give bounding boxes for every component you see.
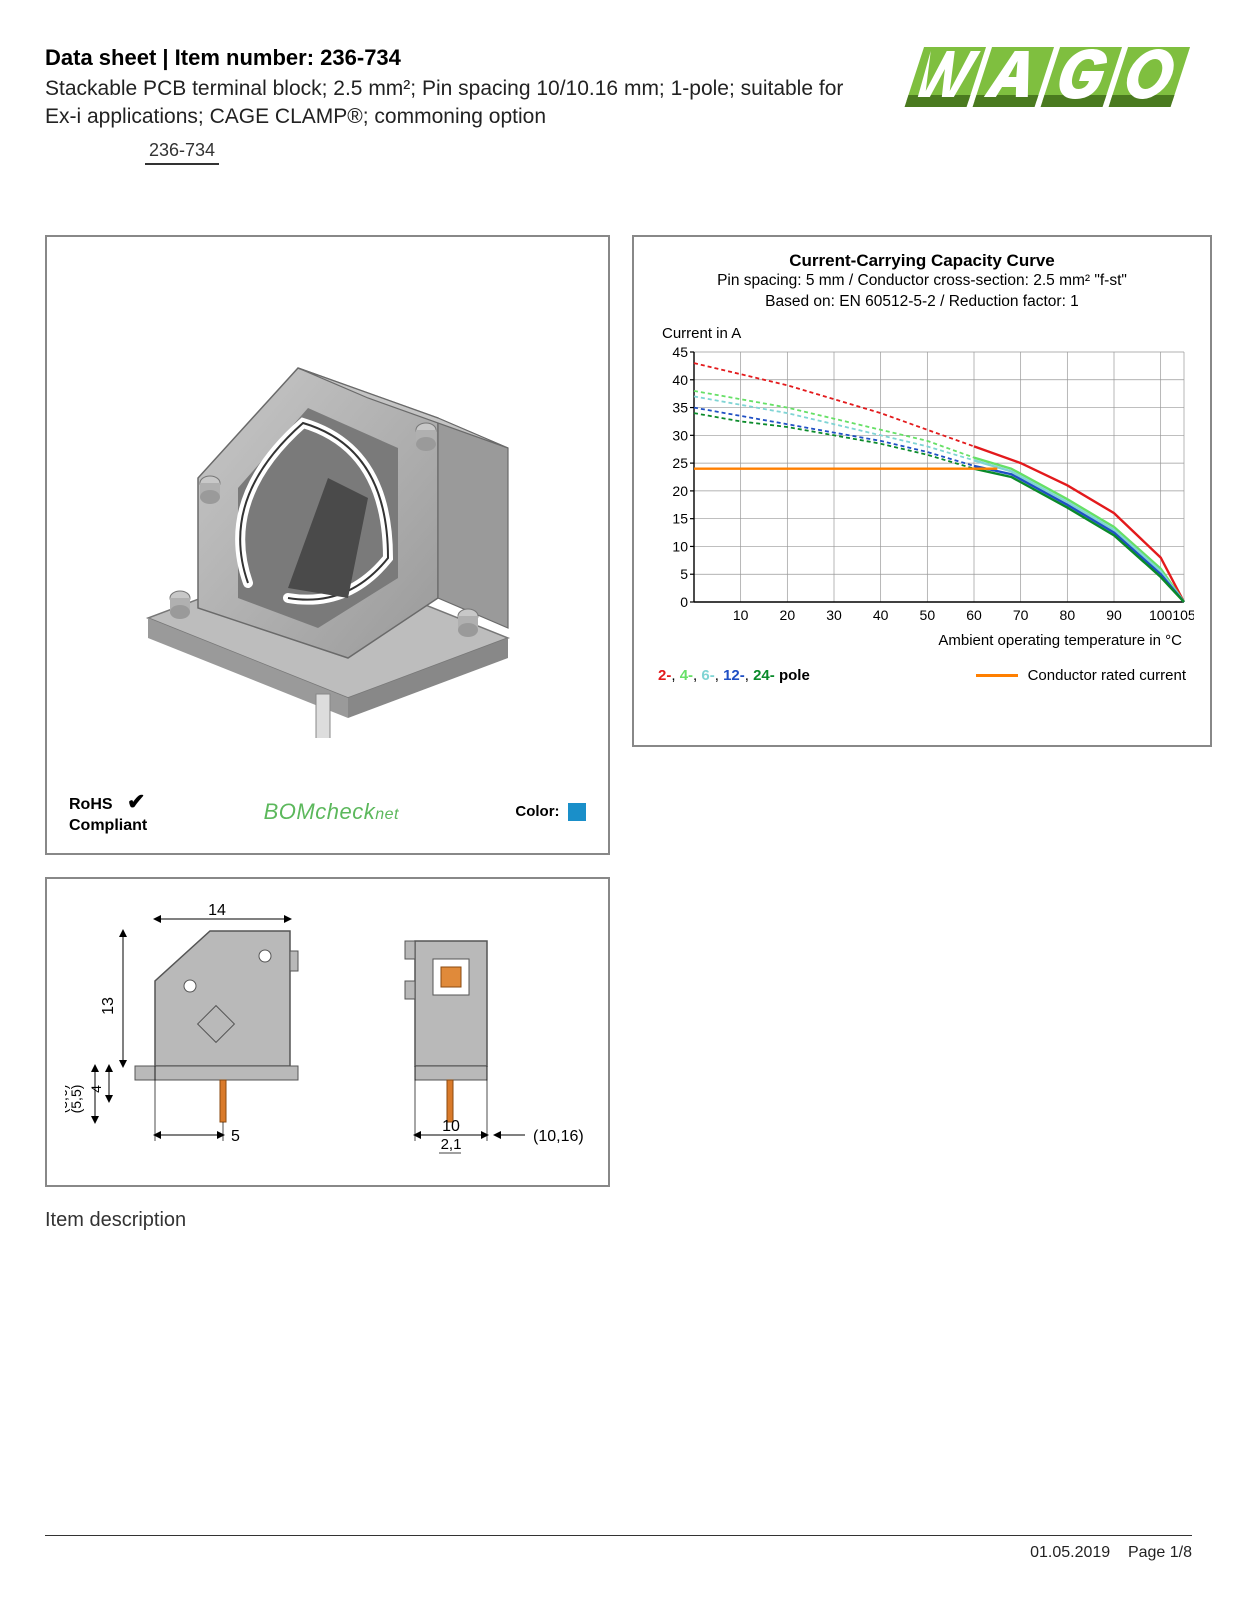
svg-text:10: 10: [672, 538, 688, 554]
product-image: [65, 255, 590, 781]
dim-bottom-offset: 5: [231, 1128, 240, 1145]
chart-legend: 2-, 4-, 6-, 12-, 24- pole Conductor rate…: [654, 667, 1190, 684]
chart-sub1: Pin spacing: 5 mm / Conductor cross-sect…: [654, 271, 1190, 292]
check-icon: ✔: [127, 789, 145, 814]
svg-text:15: 15: [672, 510, 688, 526]
svg-text:70: 70: [1013, 607, 1029, 623]
svg-text:20: 20: [780, 607, 796, 623]
svg-text:45: 45: [672, 346, 688, 360]
svg-text:105: 105: [1172, 607, 1194, 623]
bomcheck-text: BOMcheck: [264, 799, 376, 824]
dimension-diagram: 14 13 (3,6) (5,5) 4 5: [65, 891, 590, 1171]
footer-page: Page 1/8: [1128, 1544, 1192, 1561]
dim-right-w: 10: [442, 1118, 460, 1135]
color-indicator: Color:: [515, 803, 586, 821]
title-item-number: 236-734: [320, 45, 401, 70]
chart-area: Current in A 0 5 10 15 20 25 30 35 40 45 10 20 30 40 5…: [654, 325, 1190, 649]
badges-row: RoHS ✔ Compliant BOMchecknet Color:: [65, 781, 590, 835]
svg-text:100: 100: [1149, 607, 1173, 623]
svg-text:60: 60: [966, 607, 982, 623]
svg-text:35: 35: [672, 399, 688, 415]
svg-text:0: 0: [680, 594, 688, 610]
svg-text:25: 25: [672, 455, 688, 471]
title-sep: |: [156, 45, 174, 70]
dim-h-side: 13: [100, 997, 117, 1015]
color-swatch: [568, 803, 586, 821]
wago-logo: [882, 41, 1192, 116]
chart-ylabel: Current in A: [662, 325, 1190, 342]
page-title: Data sheet | Item number: 236-734: [45, 45, 862, 71]
item-number-box: 236-734: [145, 138, 219, 165]
footer: 01.05.2019 Page 1/8: [45, 1535, 1192, 1562]
dim-v2: (5,5): [68, 1084, 84, 1113]
legend-rated: Conductor rated current: [976, 667, 1186, 684]
capacity-chart: 0 5 10 15 20 25 30 35 40 45 10 20 30 40 50 60 70 80 90 1001…: [654, 346, 1194, 626]
rohs-compliant: Compliant: [69, 817, 147, 834]
dimension-panel: 14 13 (3,6) (5,5) 4 5: [45, 877, 610, 1187]
footer-date: 01.05.2019: [1030, 1544, 1110, 1561]
svg-text:30: 30: [672, 427, 688, 443]
chart-xlabel: Ambient operating temperature in °C: [654, 632, 1190, 649]
dim-right-pin: 2,1: [441, 1136, 462, 1153]
legend-rated-text: Conductor rated current: [1028, 667, 1186, 684]
color-label: Color:: [515, 803, 559, 820]
rohs-badge: RoHS ✔ Compliant: [69, 789, 147, 835]
title-label: Item number:: [175, 45, 314, 70]
item-description-heading: Item description: [45, 1209, 1192, 1232]
svg-text:40: 40: [672, 371, 688, 387]
svg-text:40: 40: [873, 607, 889, 623]
svg-text:10: 10: [733, 607, 749, 623]
product-image-panel: RoHS ✔ Compliant BOMchecknet Color:: [45, 235, 610, 855]
rohs-text: RoHS: [69, 796, 113, 813]
bomcheck-badge: BOMchecknet: [264, 799, 399, 825]
subtitle: Stackable PCB terminal block; 2.5 mm²; P…: [45, 75, 862, 132]
chart-title: Current-Carrying Capacity Curve: [654, 251, 1190, 271]
svg-text:90: 90: [1106, 607, 1122, 623]
svg-text:20: 20: [672, 482, 688, 498]
title-prefix: Data sheet: [45, 45, 156, 70]
legend-line-icon: [976, 674, 1018, 677]
dim-right-pitch: (10,16): [533, 1128, 584, 1145]
dim-v3: 4: [88, 1085, 104, 1093]
svg-text:80: 80: [1060, 607, 1076, 623]
legend-poles: 2-, 4-, 6-, 12-, 24- pole: [658, 667, 810, 684]
svg-text:5: 5: [680, 566, 688, 582]
svg-text:30: 30: [826, 607, 842, 623]
chart-sub2: Based on: EN 60512-5-2 / Reduction facto…: [654, 292, 1190, 313]
bomcheck-net: net: [375, 806, 399, 823]
header: Data sheet | Item number: 236-734 Stacka…: [45, 45, 1192, 165]
header-text: Data sheet | Item number: 236-734 Stacka…: [45, 45, 862, 165]
chart-panel: Current-Carrying Capacity Curve Pin spac…: [632, 235, 1212, 747]
dim-w-top: 14: [208, 902, 226, 919]
main-grid: RoHS ✔ Compliant BOMchecknet Color: Curr…: [45, 235, 1192, 855]
svg-text:50: 50: [920, 607, 936, 623]
